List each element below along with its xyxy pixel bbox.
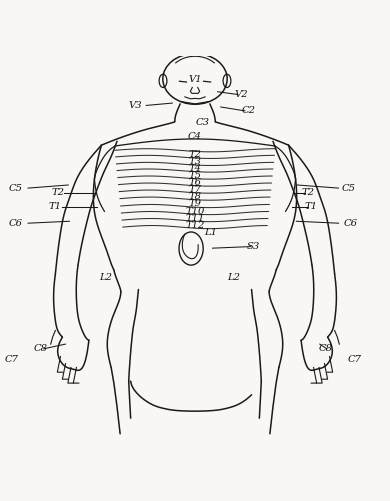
Text: C3: C3	[196, 118, 210, 127]
Text: T3: T3	[188, 157, 202, 166]
Text: T7: T7	[188, 185, 202, 194]
Text: C5: C5	[9, 183, 23, 192]
Text: T10: T10	[185, 207, 205, 216]
Text: C4: C4	[188, 132, 202, 141]
Text: T4: T4	[188, 164, 202, 173]
Text: C7: C7	[348, 355, 362, 364]
Text: C8: C8	[319, 344, 333, 353]
Text: C6: C6	[9, 219, 23, 227]
Text: T5: T5	[188, 171, 202, 180]
Text: T1: T1	[305, 202, 318, 211]
Text: T6: T6	[188, 178, 202, 187]
Text: L2: L2	[99, 274, 112, 282]
Text: L2: L2	[227, 274, 241, 282]
Text: T8: T8	[188, 192, 202, 201]
Text: C7: C7	[5, 355, 19, 364]
Text: T11: T11	[185, 214, 205, 223]
Text: T1: T1	[48, 202, 61, 211]
Text: S3: S3	[247, 242, 260, 251]
Text: C8: C8	[34, 344, 48, 353]
Text: C5: C5	[342, 183, 356, 192]
Text: V3: V3	[129, 101, 142, 110]
Text: T12: T12	[185, 221, 205, 230]
Text: V1: V1	[188, 75, 202, 84]
Text: T9: T9	[188, 199, 202, 208]
Text: T2: T2	[301, 188, 315, 197]
Text: L1: L1	[204, 228, 217, 237]
Text: C6: C6	[344, 219, 358, 227]
Text: V2: V2	[234, 90, 248, 99]
Text: T2: T2	[51, 188, 64, 197]
Text: T2: T2	[188, 150, 202, 159]
Text: C2: C2	[242, 106, 256, 115]
